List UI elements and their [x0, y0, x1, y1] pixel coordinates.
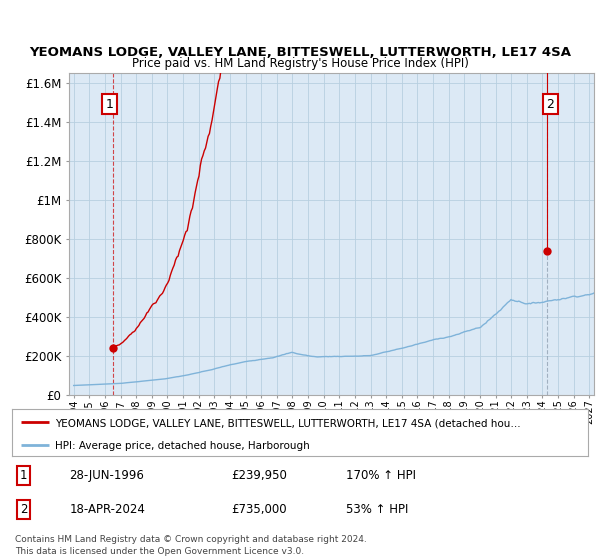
Text: £735,000: £735,000 — [231, 503, 287, 516]
Text: £239,950: £239,950 — [231, 469, 287, 482]
Text: Price paid vs. HM Land Registry's House Price Index (HPI): Price paid vs. HM Land Registry's House … — [131, 57, 469, 70]
Text: 28-JUN-1996: 28-JUN-1996 — [70, 469, 145, 482]
Text: 53% ↑ HPI: 53% ↑ HPI — [346, 503, 409, 516]
Text: 18-APR-2024: 18-APR-2024 — [70, 503, 145, 516]
Text: YEOMANS LODGE, VALLEY LANE, BITTESWELL, LUTTERWORTH, LE17 4SA (detached hou…: YEOMANS LODGE, VALLEY LANE, BITTESWELL, … — [55, 418, 521, 428]
Text: YEOMANS LODGE, VALLEY LANE, BITTESWELL, LUTTERWORTH, LE17 4SA: YEOMANS LODGE, VALLEY LANE, BITTESWELL, … — [29, 46, 571, 59]
Text: 1: 1 — [20, 469, 27, 482]
Text: 2: 2 — [547, 97, 554, 110]
Text: 1: 1 — [106, 97, 113, 110]
Text: 2: 2 — [20, 503, 27, 516]
Text: Contains HM Land Registry data © Crown copyright and database right 2024.
This d: Contains HM Land Registry data © Crown c… — [15, 535, 367, 556]
Text: HPI: Average price, detached house, Harborough: HPI: Average price, detached house, Harb… — [55, 441, 310, 451]
Text: 170% ↑ HPI: 170% ↑ HPI — [346, 469, 416, 482]
